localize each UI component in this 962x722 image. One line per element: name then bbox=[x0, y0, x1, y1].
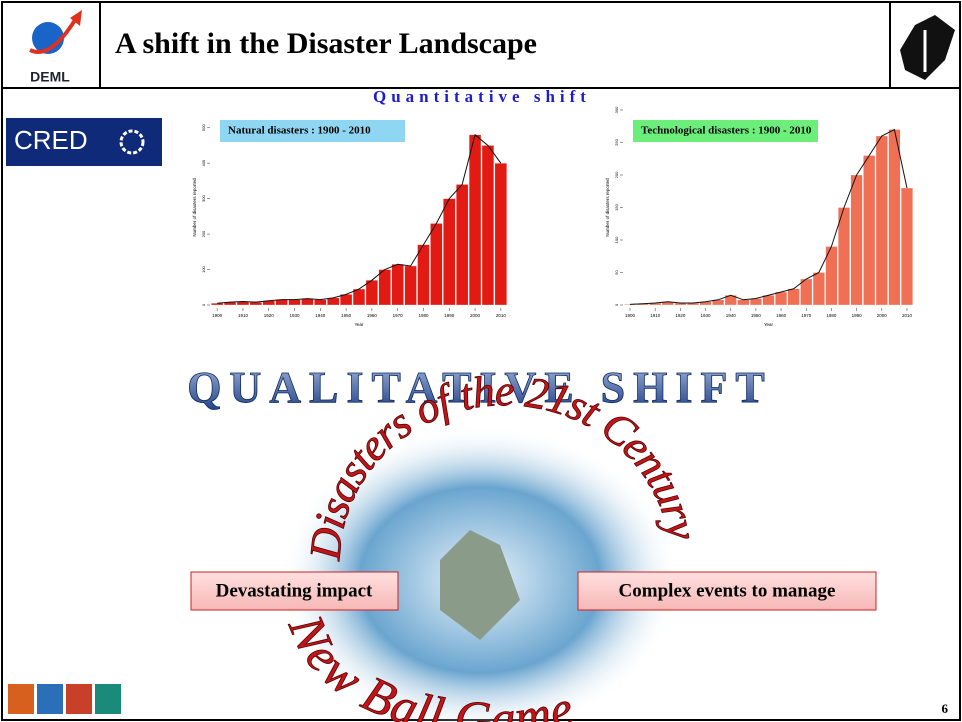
bar bbox=[456, 184, 468, 305]
bar bbox=[863, 156, 875, 306]
page-number: 6 bbox=[942, 701, 949, 716]
bar bbox=[289, 300, 301, 305]
y-tick-label: 500 bbox=[201, 124, 206, 131]
bar bbox=[838, 208, 850, 306]
bar bbox=[469, 135, 481, 305]
y-tick-label: 50 bbox=[614, 270, 619, 275]
y-tick-label: 150 bbox=[614, 203, 619, 210]
bar bbox=[851, 175, 863, 305]
x-tick-label: 1940 bbox=[315, 313, 326, 318]
x-tick-label: 1910 bbox=[238, 313, 249, 318]
bar bbox=[889, 130, 901, 306]
x-tick-label: 1970 bbox=[801, 313, 812, 318]
x-axis-label: Year bbox=[354, 322, 364, 327]
chart-caption: Natural disasters : 1900 - 2010 bbox=[228, 125, 371, 137]
bar bbox=[788, 289, 800, 305]
slide: DEML A shift in the Disaster Landscape C… bbox=[0, 0, 962, 722]
x-tick-label: 1930 bbox=[701, 313, 712, 318]
bar bbox=[800, 279, 812, 305]
bar bbox=[482, 145, 494, 305]
y-tick-label: 0 bbox=[201, 303, 206, 306]
header-title: A shift in the Disaster Landscape bbox=[115, 27, 537, 60]
y-tick-label: 100 bbox=[614, 236, 619, 243]
bar bbox=[418, 245, 430, 305]
y-tick-label: 100 bbox=[201, 265, 206, 272]
footer-icon bbox=[8, 684, 34, 714]
bar bbox=[366, 280, 378, 305]
bar bbox=[443, 199, 455, 305]
bar bbox=[813, 273, 825, 306]
x-tick-label: 1980 bbox=[418, 313, 429, 318]
bar bbox=[495, 163, 507, 305]
y-tick-label: 250 bbox=[614, 138, 619, 145]
x-tick-label: 1950 bbox=[751, 313, 762, 318]
x-tick-label: 2010 bbox=[902, 313, 913, 318]
y-tick-label: 200 bbox=[614, 171, 619, 178]
bar bbox=[353, 289, 365, 305]
x-tick-label: 1950 bbox=[341, 313, 352, 318]
bar bbox=[392, 264, 404, 305]
y-tick-label: 300 bbox=[614, 106, 619, 113]
x-tick-label: 2010 bbox=[496, 313, 507, 318]
x-tick-label: 1940 bbox=[726, 313, 737, 318]
x-tick-label: 1900 bbox=[212, 313, 223, 318]
x-tick-label: 2000 bbox=[470, 313, 481, 318]
x-tick-label: 1970 bbox=[393, 313, 404, 318]
footer-icon bbox=[37, 684, 63, 714]
y-axis-label: Number of disasters reported bbox=[605, 178, 610, 237]
logo-text: DEML bbox=[30, 69, 70, 85]
callout: Complex events to manage bbox=[619, 580, 836, 601]
x-tick-label: 1990 bbox=[444, 313, 455, 318]
x-tick-label: 1930 bbox=[290, 313, 301, 318]
x-tick-label: 1900 bbox=[625, 313, 636, 318]
x-tick-label: 1920 bbox=[264, 313, 275, 318]
bar bbox=[301, 299, 313, 305]
x-tick-label: 1910 bbox=[650, 313, 661, 318]
y-tick-label: 200 bbox=[201, 230, 206, 237]
bar bbox=[405, 266, 417, 305]
x-tick-label: 1980 bbox=[826, 313, 837, 318]
section-title: Quantitative shift bbox=[373, 87, 591, 106]
footer-icon bbox=[95, 684, 121, 714]
bar bbox=[430, 223, 442, 305]
y-tick-label: 400 bbox=[201, 159, 206, 166]
x-tick-label: 1920 bbox=[675, 313, 686, 318]
cred-text: CRED bbox=[14, 125, 88, 155]
bar bbox=[876, 136, 888, 305]
bar bbox=[314, 300, 326, 305]
x-tick-label: 2000 bbox=[877, 313, 888, 318]
bar bbox=[750, 299, 762, 306]
x-tick-label: 1960 bbox=[776, 313, 787, 318]
callout: Devastating impact bbox=[216, 580, 373, 601]
logo-map bbox=[900, 15, 955, 80]
bar bbox=[738, 300, 750, 305]
y-tick-label: 0 bbox=[614, 303, 619, 306]
y-tick-label: 300 bbox=[201, 195, 206, 202]
y-axis-label: Number of disasters reported bbox=[192, 178, 197, 237]
bar bbox=[211, 303, 223, 305]
chart-caption: Technological disasters : 1900 - 2010 bbox=[641, 125, 812, 137]
bar bbox=[379, 270, 391, 305]
x-axis-label: Year bbox=[764, 322, 774, 327]
x-tick-label: 1990 bbox=[852, 313, 863, 318]
bar bbox=[775, 292, 787, 305]
footer-icon bbox=[66, 684, 92, 714]
x-tick-label: 1960 bbox=[367, 313, 378, 318]
slide-canvas: DEML A shift in the Disaster Landscape C… bbox=[0, 0, 962, 722]
bar bbox=[901, 188, 913, 305]
